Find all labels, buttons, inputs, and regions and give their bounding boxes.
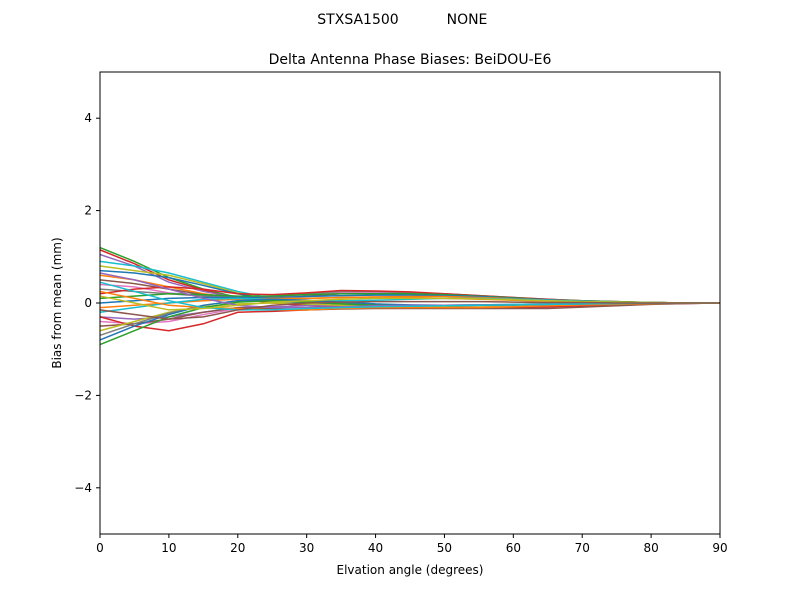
series-line-28 [99, 300, 720, 320]
suptitle-antenna: STXSA1500 [317, 12, 398, 28]
x-tick-label: 40 [368, 541, 383, 555]
x-tick-label: 60 [506, 541, 521, 555]
y-axis: −4 −2 0 2 4 [74, 111, 100, 495]
x-tick-label: 90 [712, 541, 727, 555]
x-axis-label: Elvation angle (degrees) [337, 563, 484, 577]
x-tick-label: 80 [643, 541, 658, 555]
x-tick-label: 0 [96, 541, 104, 555]
series-line-19 [99, 302, 721, 327]
x-tick-label: 30 [299, 541, 314, 555]
chart-title: Delta Antenna Phase Biases: BeiDOU-E6 [269, 52, 552, 68]
y-tick-label: 0 [84, 296, 92, 310]
x-tick-label: 70 [575, 541, 590, 555]
y-tick-label: 2 [84, 204, 92, 218]
x-tick-label: 20 [230, 541, 245, 555]
series-line-27 [99, 295, 720, 311]
suptitle-radome: NONE [447, 12, 488, 28]
series-group [99, 246, 721, 346]
y-axis-label: Bias from mean (mm) [50, 237, 64, 368]
y-tick-label: −2 [74, 388, 92, 402]
x-tick-label: 10 [161, 541, 176, 555]
x-axis: 0 10 20 30 40 50 60 70 80 90 [96, 534, 728, 555]
x-tick-label: 50 [437, 541, 452, 555]
y-tick-label: 4 [84, 111, 92, 125]
y-tick-label: −4 [74, 481, 92, 495]
